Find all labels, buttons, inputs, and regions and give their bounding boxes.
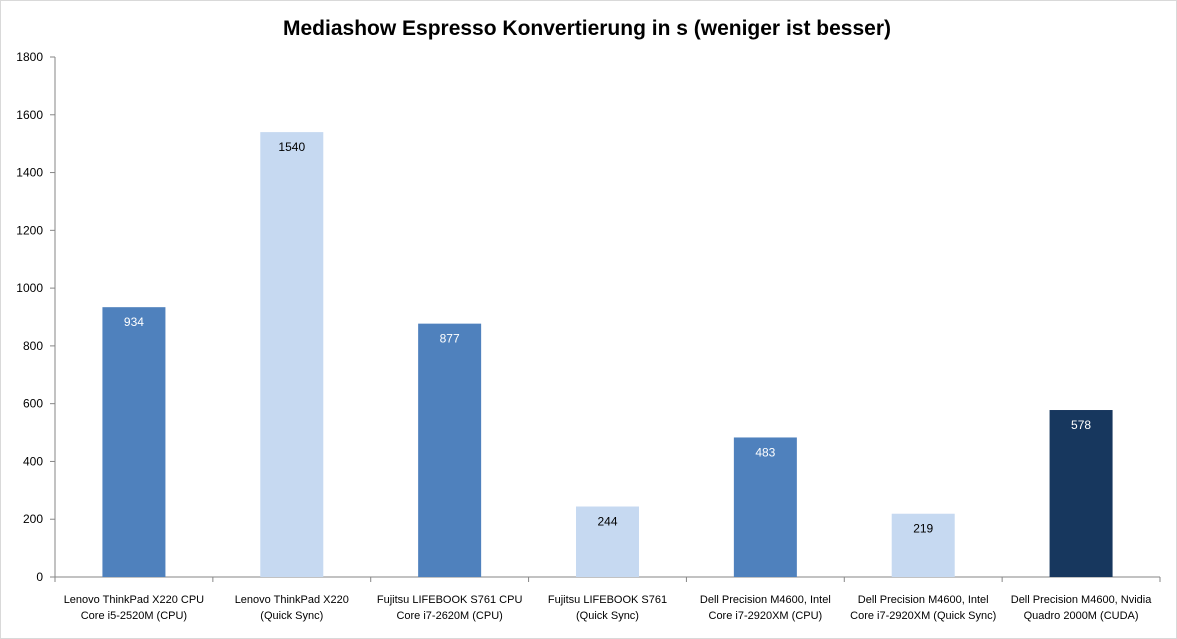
x-tick-label: Dell Precision M4600, Intel <box>858 594 989 606</box>
bar <box>418 323 482 577</box>
y-tick-label: 800 <box>23 339 43 353</box>
data-label: 1540 <box>278 140 305 154</box>
x-tick-label: Quadro 2000M (CUDA) <box>1024 610 1139 622</box>
bar <box>102 307 166 577</box>
bar <box>260 132 324 577</box>
x-tick-label: Dell Precision M4600, Intel <box>700 594 831 606</box>
chart-title: Mediashow Espresso Konvertierung in s (w… <box>283 17 891 40</box>
y-tick-label: 200 <box>23 512 43 526</box>
x-tick-label: Core i7-2920XM (Quick Sync) <box>850 610 996 622</box>
x-tick-label: Core i7-2620M (CPU) <box>396 610 502 622</box>
data-label: 578 <box>1071 418 1091 432</box>
x-tick-label: (Quick Sync) <box>576 610 639 622</box>
x-tick-label: Core i7-2920XM (CPU) <box>709 610 823 622</box>
x-tick-label: Fujitsu LIFEBOOK S761 CPU <box>377 594 523 606</box>
x-tick-label: Fujitsu LIFEBOOK S761 <box>548 594 667 606</box>
y-tick-label: 400 <box>23 454 43 468</box>
data-labels: 934 1540 877 244 483 219 578 <box>124 140 1091 536</box>
y-tick-label: 0 <box>36 570 43 584</box>
y-tick-label: 1600 <box>16 108 43 122</box>
bar <box>576 506 639 577</box>
x-tick-label: Core i5-2520M (CPU) <box>81 610 187 622</box>
y-tick-label: 1400 <box>16 166 43 180</box>
x-tick-label: Dell Precision M4600, Nvidia <box>1011 594 1152 606</box>
data-label: 877 <box>440 332 460 346</box>
y-axis: 0 200 400 600 800 1000 1200 1400 1600 1800 <box>16 50 56 584</box>
bars <box>102 132 1113 577</box>
y-tick-label: 1000 <box>16 281 43 295</box>
data-label: 244 <box>597 515 617 529</box>
y-tick-label: 600 <box>23 397 43 411</box>
y-tick-label: 1200 <box>16 223 43 237</box>
data-label: 934 <box>124 315 144 329</box>
x-tick-label: Lenovo ThinkPad X220 <box>235 594 349 606</box>
bar <box>733 437 797 577</box>
data-label: 219 <box>913 522 933 536</box>
bar <box>1049 410 1113 577</box>
x-axis: Lenovo ThinkPad X220 CPU Core i5-2520M (C… <box>54 576 1161 622</box>
bar <box>891 513 955 577</box>
y-tick-label: 1800 <box>16 50 43 64</box>
data-label: 483 <box>755 445 775 459</box>
x-tick-label: Lenovo ThinkPad X220 CPU <box>64 594 204 606</box>
x-tick-label: (Quick Sync) <box>260 610 323 622</box>
